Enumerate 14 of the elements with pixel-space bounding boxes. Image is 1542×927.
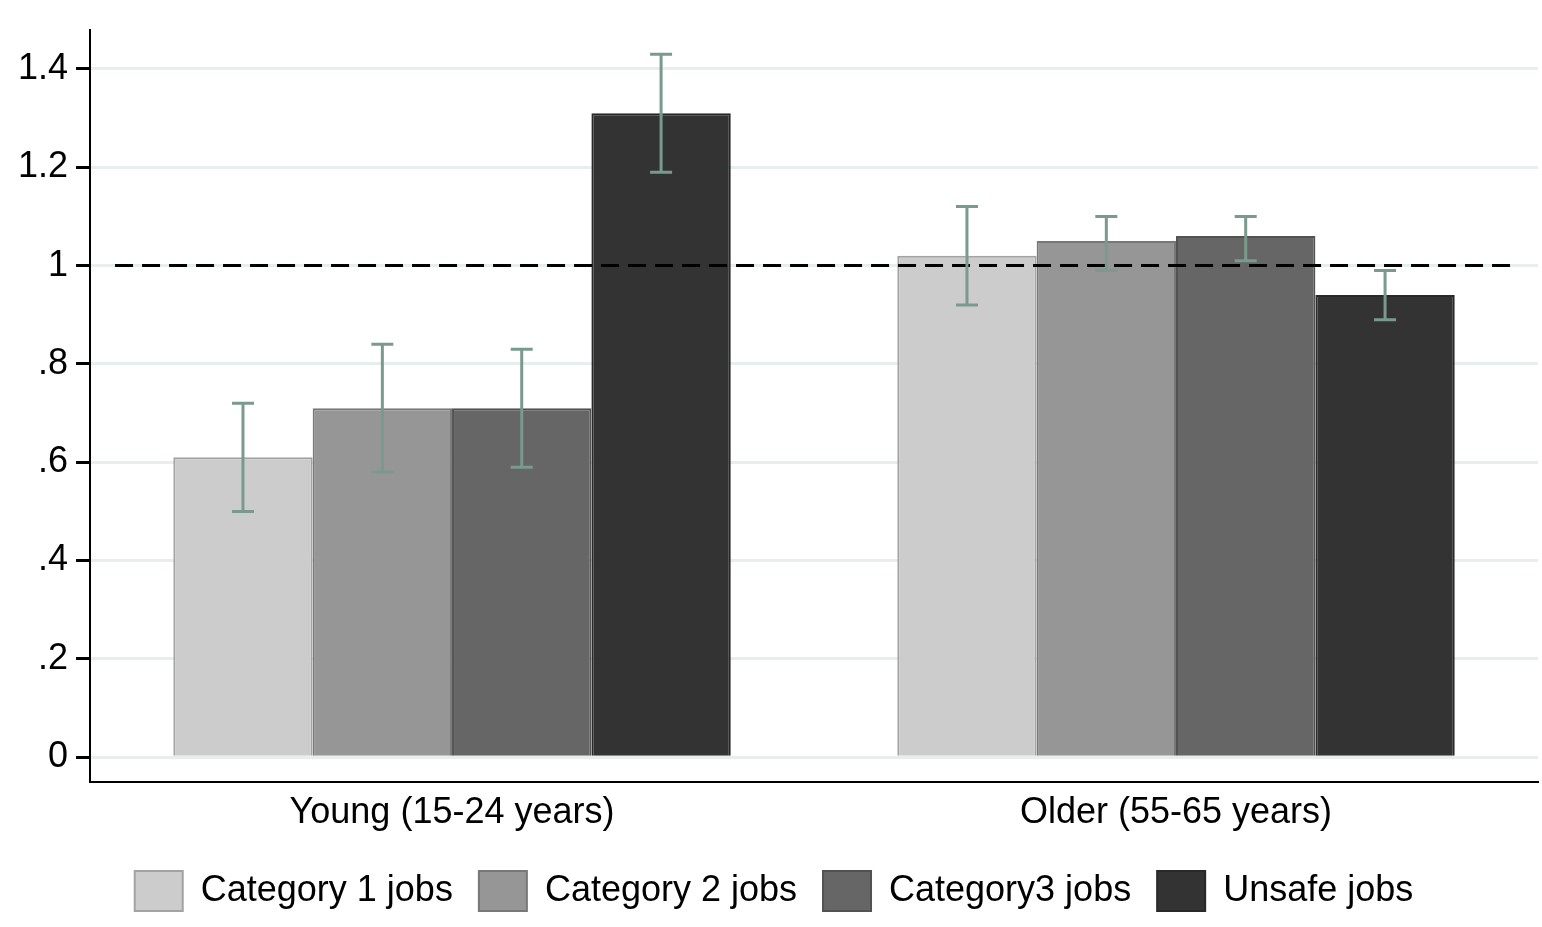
x-tick-label: Older (55-65 years) [1019, 790, 1333, 832]
x-tick-label: Young (15-24 years) [289, 790, 615, 832]
legend-label: Category 2 jobs [544, 867, 798, 909]
legend-label: Category 1 jobs [200, 867, 453, 909]
y-tick-label: 1 [48, 242, 69, 284]
y-tick-label: .4 [38, 537, 69, 579]
legend-label: Unsafe jobs [1223, 867, 1414, 909]
y-tick-label: 1.2 [18, 144, 69, 186]
y-tick-label: .6 [38, 439, 69, 481]
y-tick-label: .8 [38, 340, 69, 382]
y-tick-label: 1.4 [18, 45, 69, 87]
y-tick-label: 0 [48, 734, 69, 776]
legend-label: Category3 jobs [889, 867, 1132, 909]
y-tick-label: .2 [38, 635, 69, 677]
